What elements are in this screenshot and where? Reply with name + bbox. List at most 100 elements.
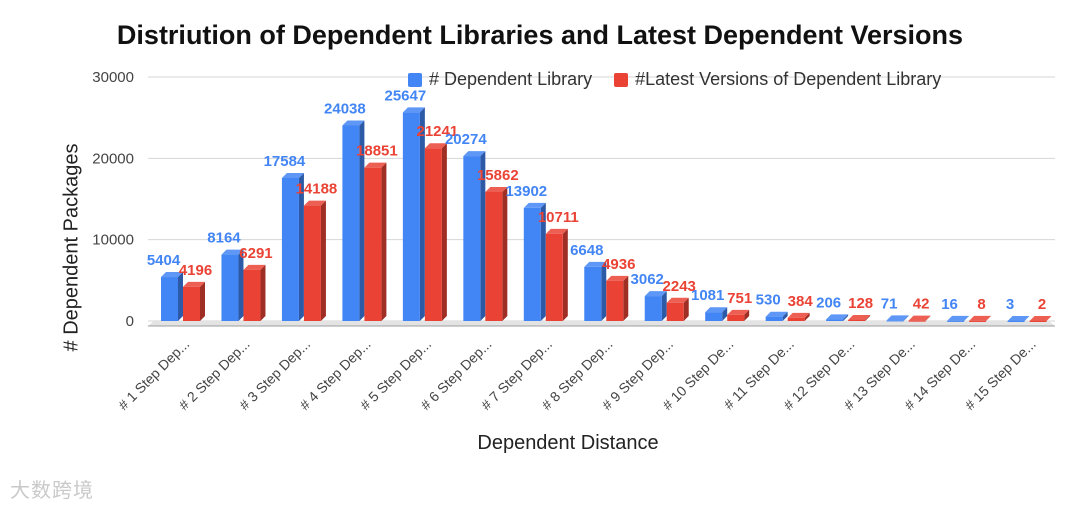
bar-top	[969, 315, 992, 321]
data-label: 1081	[691, 287, 724, 304]
bar-latest-versions	[666, 302, 684, 321]
bar-top	[848, 314, 871, 320]
bar-side	[381, 162, 387, 321]
bar-top	[342, 120, 365, 126]
bar-top	[1029, 315, 1052, 321]
y-tick-label: 0	[126, 313, 134, 330]
bar-side	[320, 200, 326, 321]
bar-latest-versions	[787, 317, 805, 321]
bar-top	[402, 107, 425, 113]
bar-side	[744, 309, 750, 321]
bar-top	[545, 228, 568, 234]
y-axis-label: # Dependent Packages	[60, 143, 83, 352]
data-label: 24038	[324, 100, 366, 117]
bar-side	[1024, 315, 1030, 321]
bar-side	[200, 281, 205, 321]
bar-top	[183, 281, 205, 287]
data-label: 13902	[505, 183, 547, 200]
bar-dependent-library	[947, 320, 965, 322]
data-label: 21241	[417, 123, 459, 140]
bar-latest-versions	[545, 233, 563, 321]
bar-dependent-library	[161, 277, 178, 321]
data-label: 384	[788, 293, 814, 310]
data-label: 20274	[445, 131, 487, 148]
bar-dependent-library	[886, 320, 904, 322]
bar-top	[584, 261, 607, 267]
bar-latest-versions	[424, 148, 442, 321]
bar-side	[623, 275, 629, 321]
bar-dependent-library	[281, 177, 299, 321]
data-label: 2243	[663, 278, 696, 295]
bar-top	[463, 151, 486, 157]
bar-latest-versions	[727, 314, 745, 321]
bar-dependent-library	[342, 125, 360, 321]
bar-dependent-library	[765, 316, 783, 321]
bar-side	[601, 261, 607, 321]
bar-top	[523, 202, 546, 208]
bar-side	[661, 291, 667, 321]
bar-dependent-library	[402, 112, 420, 321]
data-label: 5404	[147, 252, 181, 269]
data-label: 8164	[207, 230, 241, 247]
bar-side	[1046, 315, 1052, 321]
data-label: 3	[1006, 296, 1014, 313]
y-tick-label: 10000	[92, 232, 134, 249]
bar-dependent-library	[523, 207, 541, 321]
bar-latest-versions	[243, 269, 261, 321]
data-label: 18851	[356, 143, 398, 160]
data-label: 751	[727, 290, 752, 307]
data-label: 71	[881, 295, 898, 312]
legend-item-dependent-library: # Dependent Library	[408, 69, 592, 90]
bar-top	[281, 172, 304, 178]
bar-top	[666, 297, 689, 303]
bar-side	[683, 297, 689, 321]
chart-title: Distriution of Dependent Libraries and L…	[116, 20, 964, 50]
bar-side	[903, 315, 909, 321]
bar-top	[826, 314, 849, 320]
bar-top	[947, 315, 970, 321]
chart-floor	[148, 321, 1055, 326]
bar-top	[886, 315, 909, 321]
data-label: 3062	[631, 271, 664, 288]
bar-dependent-library	[221, 254, 239, 321]
bar-side	[178, 272, 183, 321]
data-label: 16	[941, 296, 958, 313]
bar-side	[419, 107, 425, 321]
bar-latest-versions	[485, 191, 503, 321]
watermark-text: 大数跨境	[10, 478, 94, 502]
bar-side	[562, 228, 568, 321]
data-label: 530	[756, 292, 781, 309]
bar-side	[722, 307, 728, 321]
data-label: 128	[848, 295, 873, 312]
bar-top	[485, 186, 508, 192]
legend-label-latest-versions: #Latest Versions of Dependent Library	[635, 69, 942, 89]
data-label: 4196	[179, 262, 212, 279]
bar-top	[765, 311, 788, 317]
bar-side	[502, 186, 508, 321]
bar-side	[865, 314, 871, 321]
bar-side	[359, 120, 365, 321]
bar-side	[986, 315, 992, 321]
y-tick-label: 20000	[92, 150, 134, 167]
bar-top	[606, 275, 629, 281]
data-label: 42	[913, 296, 930, 313]
bar-side	[925, 315, 931, 321]
data-label: 8	[977, 296, 985, 313]
bar-dependent-library	[644, 296, 662, 321]
legend-swatch-red	[614, 72, 629, 87]
bar-top	[161, 272, 183, 278]
bar-side	[843, 314, 849, 321]
bar-side	[298, 172, 304, 321]
bar-top	[727, 309, 750, 315]
bar-latest-versions	[183, 286, 200, 321]
bar-side	[441, 143, 447, 321]
bar-top	[364, 162, 387, 168]
data-label: 206	[816, 294, 841, 311]
bar-latest-versions	[364, 167, 382, 321]
bar-latest-versions	[303, 205, 321, 321]
x-axis-label: Dependent Distance	[477, 432, 659, 454]
data-label: 25647	[385, 87, 427, 104]
data-label: 2	[1038, 296, 1046, 313]
bar-top	[644, 291, 667, 297]
